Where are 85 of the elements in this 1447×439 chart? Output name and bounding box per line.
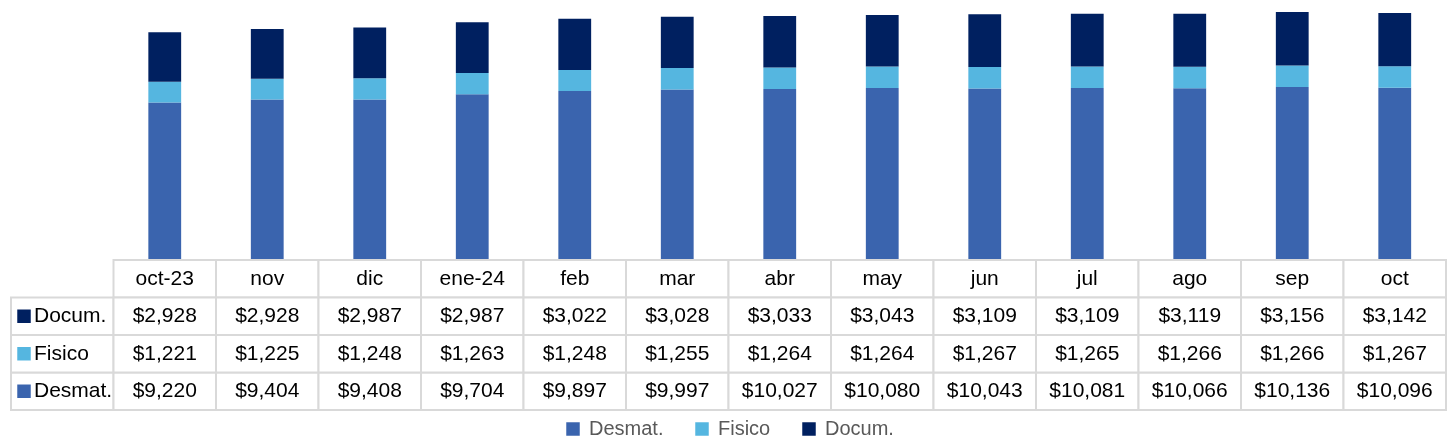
data-label: $1,265 [1055, 340, 1120, 364]
data-label: $1,264 [850, 340, 915, 364]
x-tick-label: jul [1075, 265, 1098, 289]
data-label: $1,255 [645, 340, 710, 364]
data-label: $1,221 [132, 340, 197, 364]
bar [968, 14, 1002, 68]
bar [660, 68, 694, 90]
data-label: $2,987 [337, 303, 402, 327]
data-label: $3,142 [1362, 303, 1427, 327]
bar [1275, 65, 1309, 88]
bar [1275, 12, 1309, 66]
text: Docum. [825, 417, 894, 439]
data-label: $1,248 [337, 340, 402, 364]
data-label: $10,136 [1254, 378, 1331, 402]
bar [865, 66, 899, 88]
data-label: $3,033 [747, 303, 812, 327]
x-tick-label: abr [764, 265, 795, 289]
text: Fisico [718, 417, 771, 439]
x-tick-label: oct-23 [135, 265, 194, 289]
data-label: $3,022 [542, 303, 607, 327]
data-label: $9,404 [235, 378, 300, 402]
x-tick-label: mar [659, 265, 696, 289]
data-label: $3,119 [1158, 303, 1222, 327]
bar [250, 28, 284, 79]
data-label: $2,928 [132, 303, 197, 327]
bar [1173, 66, 1207, 89]
data-label: $1,266 [1157, 340, 1222, 364]
bar [455, 72, 489, 95]
data-label: $10,081 [1049, 378, 1126, 402]
data-label: $3,043 [850, 303, 915, 327]
data-label: $1,264 [747, 340, 813, 364]
x-tick-label: ene-24 [439, 265, 506, 289]
data-label: $1,267 [1362, 340, 1427, 364]
text: Desmat. [589, 417, 664, 439]
bar [353, 27, 387, 79]
data-label: $9,897 [542, 378, 607, 402]
x-tick-label: feb [560, 265, 590, 289]
data-label: $1,248 [542, 340, 607, 364]
x-tick-label: oct [1380, 265, 1409, 289]
bar [455, 22, 489, 73]
bar [148, 32, 182, 82]
data-label: $10,043 [946, 378, 1023, 402]
x-tick-label: may [862, 265, 903, 289]
data-label: $10,066 [1151, 378, 1228, 402]
data-label: $9,220 [132, 378, 197, 402]
bar [660, 16, 694, 69]
bar [353, 78, 387, 100]
legend-label: Desmat. [34, 378, 113, 402]
bar [250, 78, 284, 100]
data-label: $1,225 [235, 340, 300, 364]
bar [1173, 13, 1207, 67]
data-label: $9,997 [645, 378, 710, 402]
bar [1378, 12, 1412, 67]
data-label: $2,928 [235, 303, 300, 327]
bar [558, 18, 592, 70]
x-tick-label: sep [1275, 265, 1310, 289]
data-label: $9,408 [337, 378, 402, 402]
bar [865, 14, 899, 67]
data-label: $10,080 [844, 378, 921, 402]
bar [558, 69, 592, 92]
x-tick-label: nov [250, 265, 285, 289]
data-label: $3,156 [1260, 303, 1325, 327]
data-label: $3,028 [645, 303, 710, 327]
data-label: $2,987 [440, 303, 505, 327]
x-tick-label: jun [969, 265, 999, 289]
bar [1070, 66, 1104, 88]
bar [763, 67, 797, 89]
data-label: $9,704 [440, 378, 505, 402]
x-tick-label: ago [1172, 265, 1208, 289]
bar [1378, 66, 1412, 88]
data-label: $10,027 [741, 378, 818, 402]
bar [968, 67, 1002, 89]
data-label: $10,096 [1356, 378, 1433, 402]
data-label: $3,109 [952, 303, 1017, 327]
bar [1378, 87, 1412, 259]
data-label: $1,267 [952, 340, 1017, 364]
bar [1070, 13, 1104, 67]
legend-label: Fisico [34, 340, 89, 364]
x-tick-label: dic [356, 265, 384, 289]
bar [148, 81, 182, 103]
bar [763, 15, 797, 68]
data-label: $3,109 [1055, 303, 1120, 327]
legend-label: Docum. [34, 303, 107, 327]
data-label: $1,263 [440, 340, 505, 364]
data-label: $1,266 [1260, 340, 1325, 364]
